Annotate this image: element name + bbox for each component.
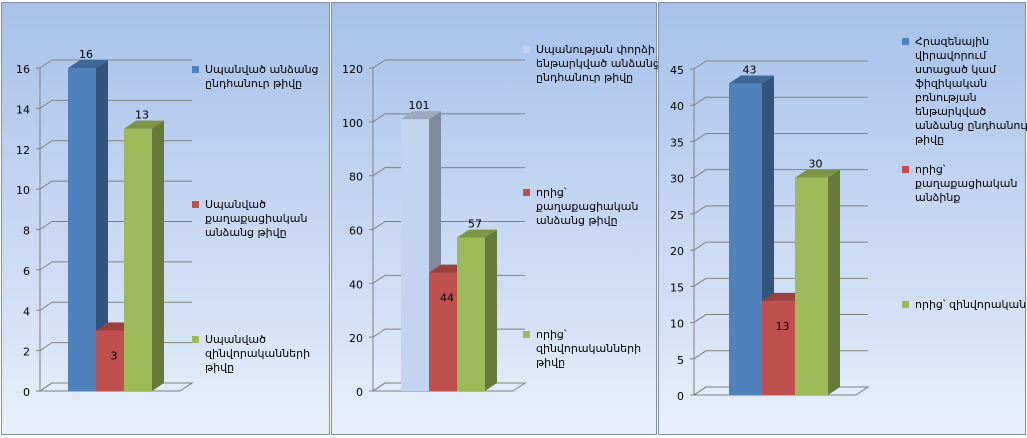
legend-swatch: [523, 46, 530, 53]
y-tick-label: 12: [16, 144, 30, 157]
legend-label: Սպանության փորձի ենթարկված անձանց ընդհան…: [536, 43, 660, 84]
bar: [401, 119, 429, 392]
legend-swatch: [192, 201, 199, 208]
data-label: 13: [135, 109, 149, 122]
legend-swatch: [192, 336, 199, 343]
chart-panel: 0 5 10 15 20 25 30 35 40 45 43 13 30 Հրազենային վիրավ…: [658, 2, 1027, 435]
legend-label: որից՝ քաղաքացիական անձանց թիվը: [536, 186, 639, 227]
bar: [96, 330, 124, 391]
legend-label: Սպանված զինվորականների թիվը: [205, 333, 311, 374]
grid-line: [372, 221, 525, 230]
bar-side: [485, 229, 497, 391]
data-label: 101: [409, 99, 430, 112]
y-tick-label: 30: [670, 173, 684, 186]
grid-line: [39, 140, 192, 150]
legend-label: որից՝ քաղաքացիական անձինք: [915, 163, 1018, 204]
grid-line: [39, 301, 192, 311]
y-tick-label: 0: [356, 386, 363, 399]
grid-line: [372, 167, 525, 177]
y-tick-label: 25: [670, 209, 684, 222]
y-tick-label: 40: [349, 278, 363, 291]
legend-swatch: [902, 38, 909, 45]
chart: 0 2 4 6 8 10 12 14 16 16 3 13: [16, 48, 194, 399]
chart: 0 20 40 60 80 100 120 101 44 57: [342, 59, 527, 399]
y-tick-label: 100: [342, 117, 363, 130]
legend-label: Սպանված քաղաքացիական անձանց թիվը: [205, 198, 308, 239]
y-tick-label: 10: [670, 318, 684, 331]
bar-side: [828, 169, 840, 395]
y-tick-label: 45: [670, 64, 684, 77]
y-tick-label: 8: [23, 225, 30, 238]
grid-line: [693, 60, 868, 70]
grid-line: [693, 96, 868, 106]
bar: [795, 177, 828, 395]
legend-swatch: [523, 189, 530, 196]
y-tick-label: 60: [349, 225, 363, 238]
grid-line: [39, 261, 192, 271]
grid-line: [39, 221, 192, 230]
legend-swatch: [902, 166, 909, 173]
bar: [457, 237, 485, 391]
grid-line: [693, 132, 868, 142]
data-label: 16: [79, 48, 93, 61]
grid-line: [39, 180, 192, 190]
chart-panel: 0 20 40 60 80 100 120 101 44 57 Սպանության փորձի ե…: [331, 2, 660, 435]
chart: 0 5 10 15 20 25 30 35 40 45 43 13 30: [670, 60, 870, 403]
y-tick-label: 15: [670, 281, 684, 294]
bar-top: [68, 60, 108, 68]
y-tick-label: 35: [670, 136, 684, 149]
data-label: 43: [743, 63, 757, 76]
data-label: 13: [776, 320, 790, 333]
y-tick-label: 5: [677, 354, 684, 367]
grid-line: [372, 113, 525, 123]
bar: [124, 128, 152, 391]
grid-line: [693, 277, 868, 287]
bar-top: [795, 169, 840, 178]
y-tick-label: 6: [23, 265, 30, 278]
chart-panel: 0 2 4 6 8 10 12 14 16 16 3 13 Սպանված անձանց ընդհանո…: [1, 2, 330, 435]
bar-top: [457, 229, 497, 238]
legend-label: Սպանված անձանց ընդհանուր թիվը: [205, 63, 319, 90]
bar-side: [96, 60, 108, 391]
legend-swatch: [523, 331, 530, 338]
bar: [68, 68, 96, 391]
y-tick-label: 20: [670, 245, 684, 258]
y-tick-label: 40: [670, 100, 684, 113]
y-tick-label: 20: [349, 332, 363, 345]
y-tick-label: 16: [16, 63, 30, 76]
grid-line: [372, 59, 525, 69]
grid-line: [693, 205, 868, 215]
grid-line: [39, 59, 192, 69]
y-tick-label: 120: [342, 63, 363, 76]
y-tick-label: 80: [349, 171, 363, 184]
data-label: 3: [111, 349, 118, 362]
bar: [729, 83, 762, 395]
grid-line: [693, 169, 868, 179]
data-label: 44: [440, 292, 454, 305]
legend-swatch: [902, 301, 909, 308]
bar: [762, 300, 795, 395]
y-tick-label: 2: [23, 346, 30, 359]
grid-line: [39, 99, 192, 109]
y-tick-label: 14: [16, 103, 30, 116]
bar-top: [401, 111, 441, 120]
y-tick-label: 0: [677, 390, 684, 403]
bar: [429, 272, 457, 391]
legend-label: Հրազենային վիրավորում ստացած կամ ֆիզիկակ…: [915, 35, 1027, 146]
legend-label: որից՝ զինվորականների թիվը: [536, 328, 642, 369]
y-tick-label: 10: [16, 184, 30, 197]
y-tick-label: 0: [23, 386, 30, 399]
legend-swatch: [192, 66, 199, 73]
bar-side: [152, 120, 164, 391]
bar-top: [124, 120, 164, 129]
legend-label: որից՝ զինվորական: [915, 298, 1027, 311]
y-tick-label: 4: [23, 305, 30, 318]
data-label: 30: [809, 158, 823, 171]
bar-top: [729, 75, 774, 84]
grid-line: [693, 241, 868, 251]
data-label: 57: [468, 218, 482, 231]
